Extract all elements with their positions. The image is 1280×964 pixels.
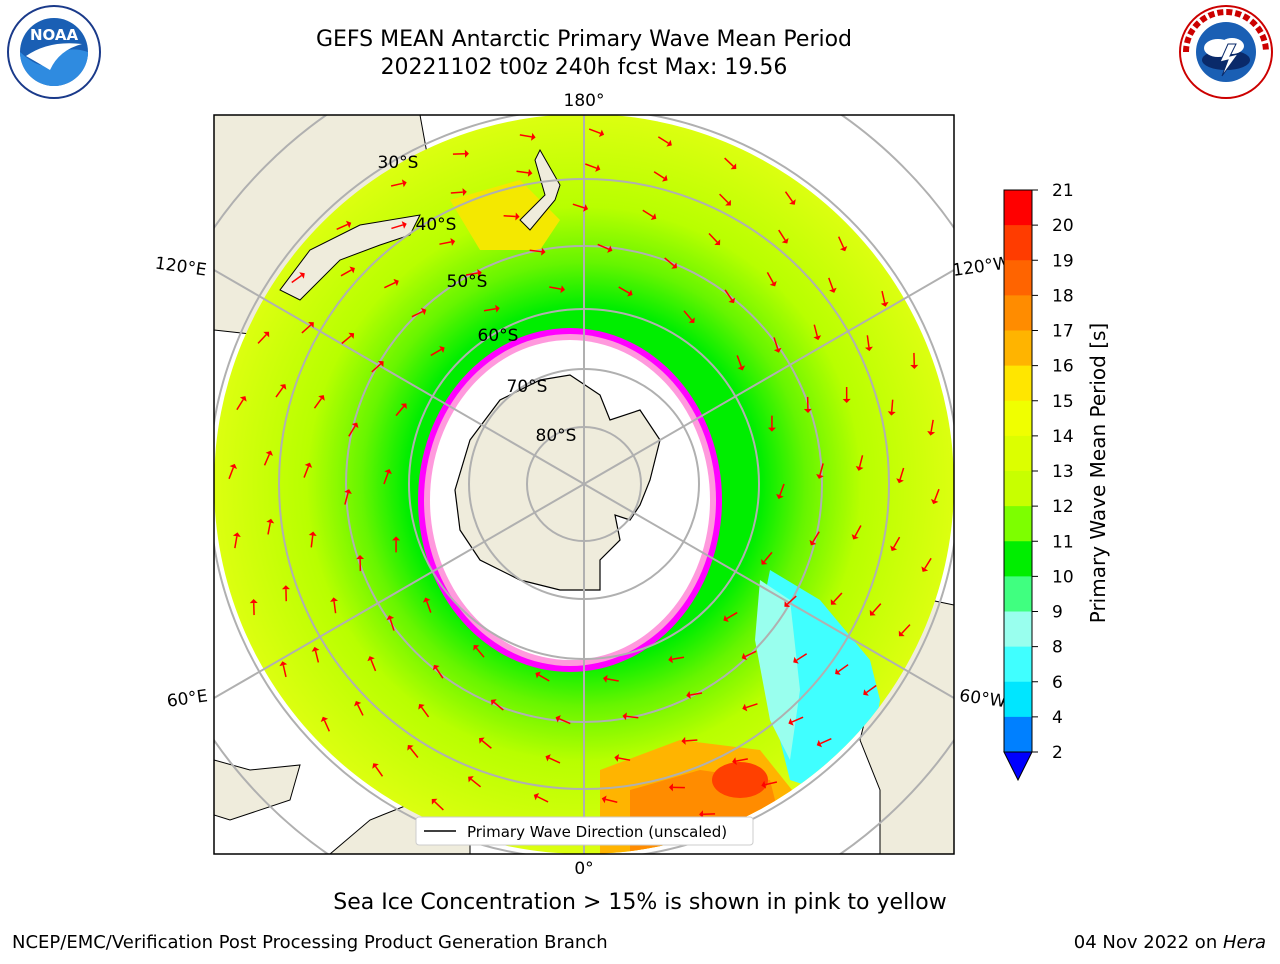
colorbar-tick-label: 15 [1052, 392, 1074, 412]
footer-host: Hera [1223, 932, 1266, 953]
wave-arrow-shaft [685, 740, 697, 741]
wave-arrow-shaft [504, 216, 516, 217]
lon-label-120e: 120°E [154, 254, 208, 281]
colorbar-label: Primary Wave Mean Period [s] [1086, 323, 1110, 624]
colorbar-segment [1004, 295, 1032, 331]
lon-label-60w: 60°W [958, 686, 1007, 712]
footer-date-text: 04 Nov 2022 on [1074, 932, 1223, 953]
colorbar-tick-label: 6 [1052, 673, 1063, 693]
lat-label-40s: 40°S [416, 215, 457, 235]
map-legend: Primary Wave Direction (unscaled) [416, 817, 753, 845]
footer-date: 04 Nov 2022 on Hera [1074, 932, 1266, 953]
lat-label-60s: 60°S [478, 326, 519, 346]
colorbar-segment [1004, 506, 1032, 542]
colorbar-tick-label: 9 [1052, 603, 1063, 623]
lon-label-120w: 120°W [951, 253, 1011, 281]
colorbar-tick-label: 17 [1052, 322, 1074, 342]
colorbar-segment [1004, 541, 1032, 577]
colorbar-tick-label: 14 [1052, 427, 1074, 447]
colorbar-tick-label: 2 [1052, 743, 1063, 763]
colorbar-segment [1004, 647, 1032, 683]
lon-label-180: 180° [564, 91, 605, 111]
colorbar-segment [1004, 401, 1032, 437]
colorbar-segment [1004, 717, 1032, 753]
wave-arrow-shaft [451, 192, 463, 193]
footer-credit: NCEP/EMC/Verification Post Processing Pr… [12, 932, 608, 953]
sea-ice-caption: Sea Ice Concentration > 15% is shown in … [0, 890, 1280, 915]
lat-label-70s: 70°S [507, 377, 548, 397]
colorbar-tick-label: 4 [1052, 708, 1063, 728]
lat-label-50s: 50°S [447, 272, 488, 292]
lon-label-60e: 60°E [166, 686, 209, 711]
colorbar-tick-label: 16 [1052, 357, 1074, 377]
colorbar-tick-label: 13 [1052, 462, 1074, 482]
colorbar-segment [1004, 225, 1032, 261]
colorbar-segment [1004, 190, 1032, 226]
lat-label-80s: 80°S [536, 426, 577, 446]
colorbar-tick-label: 19 [1052, 251, 1074, 271]
colorbar-segment [1004, 366, 1032, 402]
colorbar-tick-label: 20 [1052, 216, 1074, 236]
colorbar-segment [1004, 260, 1032, 296]
lat-label-30s: 30°S [378, 153, 419, 173]
colorbar-segment [1004, 331, 1032, 367]
legend-label: Primary Wave Direction (unscaled) [467, 823, 727, 841]
colorbar-segment [1004, 682, 1032, 718]
lon-label-0: 0° [574, 859, 593, 879]
max-period-core [712, 762, 768, 798]
colorbar-segment [1004, 576, 1032, 612]
colorbar-tick-label: 12 [1052, 497, 1074, 517]
colorbar-tick-label: 18 [1052, 286, 1074, 306]
wave-arrow-shaft [892, 400, 893, 412]
colorbar-tick-label: 11 [1052, 532, 1074, 552]
colorbar-tick-label: 21 [1052, 181, 1074, 201]
colorbar-extend-triangle [1004, 752, 1032, 780]
colorbar-segment [1004, 612, 1032, 648]
colorbar-tick-label: 8 [1052, 638, 1063, 658]
colorbar-segment [1004, 471, 1032, 507]
colorbar: 21 20 19 18 17 16 15 14 13 12 11 10 9 8 6 4 2 [1004, 181, 1074, 780]
colorbar-segment [1004, 436, 1032, 472]
colorbar-tick-label: 10 [1052, 567, 1074, 587]
